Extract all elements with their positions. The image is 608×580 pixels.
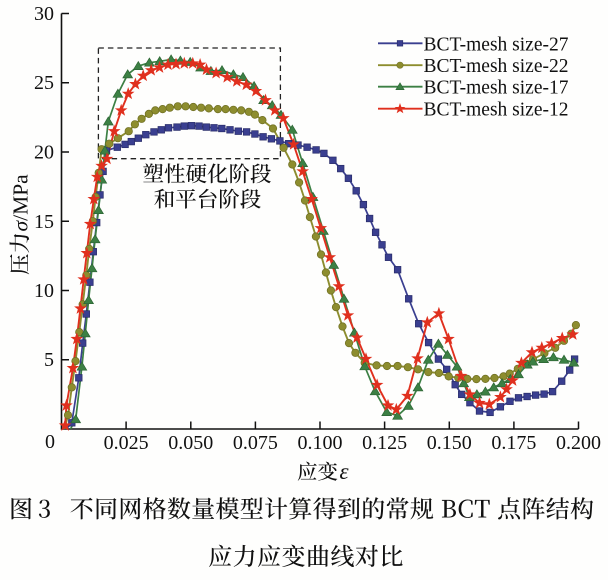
- svg-text:BCT-mesh size-27: BCT-mesh size-27: [424, 34, 569, 55]
- svg-text:15: 15: [34, 211, 54, 233]
- svg-text:0.200: 0.200: [556, 432, 601, 454]
- svg-text:20: 20: [34, 142, 54, 164]
- svg-text:BCT-mesh size-12: BCT-mesh size-12: [424, 100, 569, 121]
- svg-text:0.050: 0.050: [168, 432, 213, 454]
- svg-text:0.175: 0.175: [491, 432, 536, 454]
- svg-text:σ/MPa: σ/MPa: [9, 174, 33, 232]
- svg-text:0.100: 0.100: [298, 432, 343, 454]
- svg-text:25: 25: [34, 72, 54, 94]
- svg-text:BCT-mesh size-22: BCT-mesh size-22: [424, 56, 569, 77]
- svg-text:0: 0: [45, 431, 55, 453]
- svg-text:30: 30: [34, 3, 54, 25]
- svg-text:0.025: 0.025: [104, 432, 149, 454]
- svg-text:0.125: 0.125: [362, 432, 407, 454]
- svg-text:5: 5: [44, 349, 54, 371]
- svg-text:10: 10: [34, 280, 54, 302]
- svg-text:0.150: 0.150: [427, 432, 472, 454]
- svg-text:0.075: 0.075: [233, 432, 278, 454]
- svg-text:ε: ε: [340, 459, 350, 484]
- svg-text:BCT-mesh size-17: BCT-mesh size-17: [424, 78, 569, 99]
